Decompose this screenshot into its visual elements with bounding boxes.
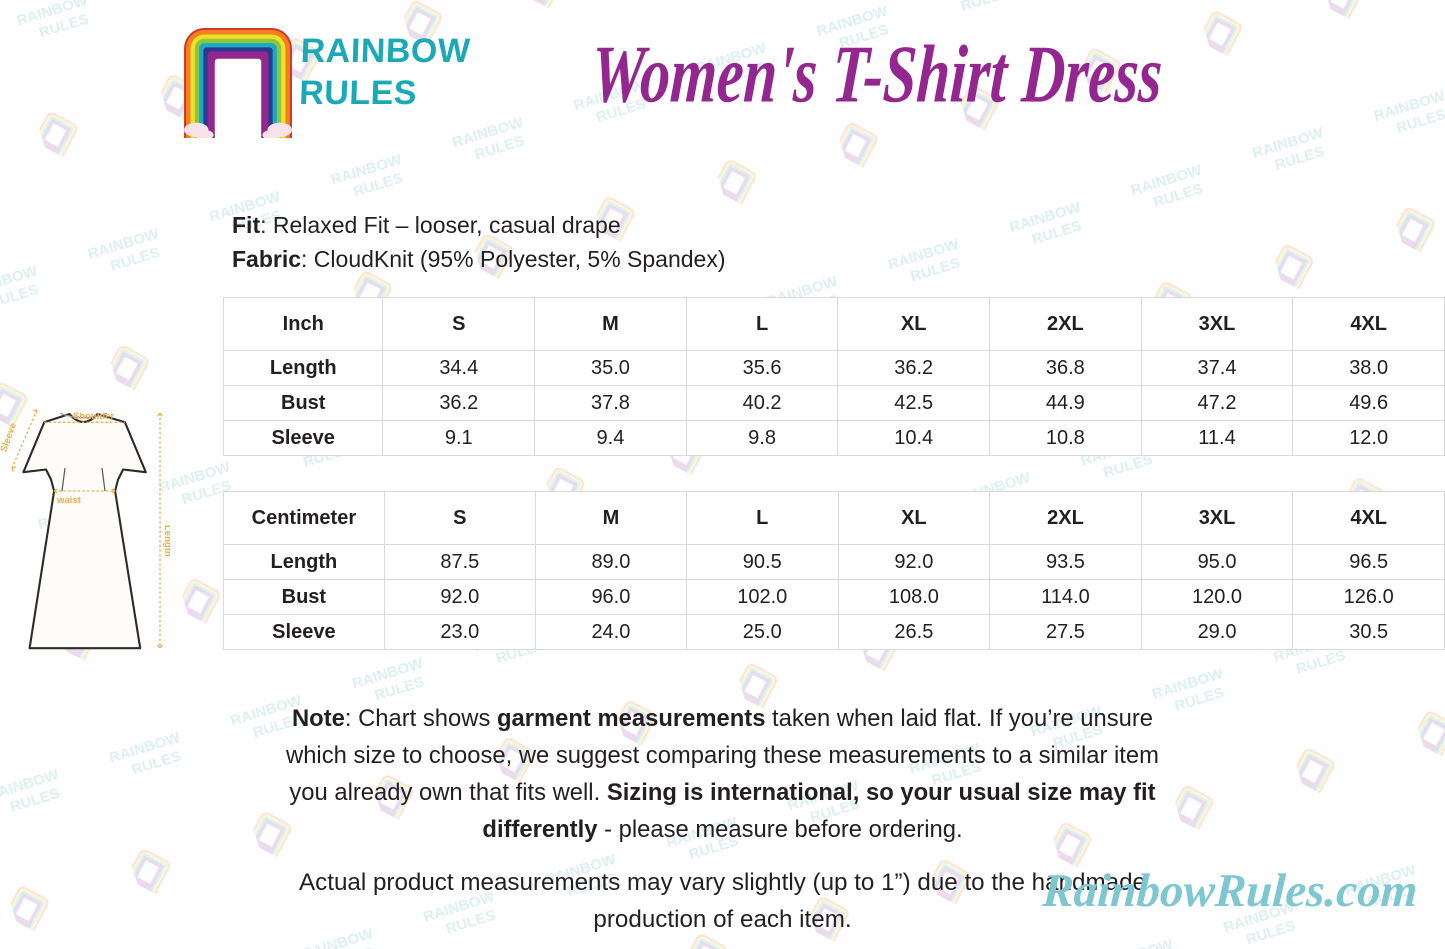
svg-text:Sleeve: Sleeve: [0, 422, 19, 454]
svg-text:waist: waist: [56, 495, 82, 506]
svg-text:Shoulder: Shoulder: [73, 411, 114, 422]
svg-text:Length: Length: [162, 525, 170, 557]
